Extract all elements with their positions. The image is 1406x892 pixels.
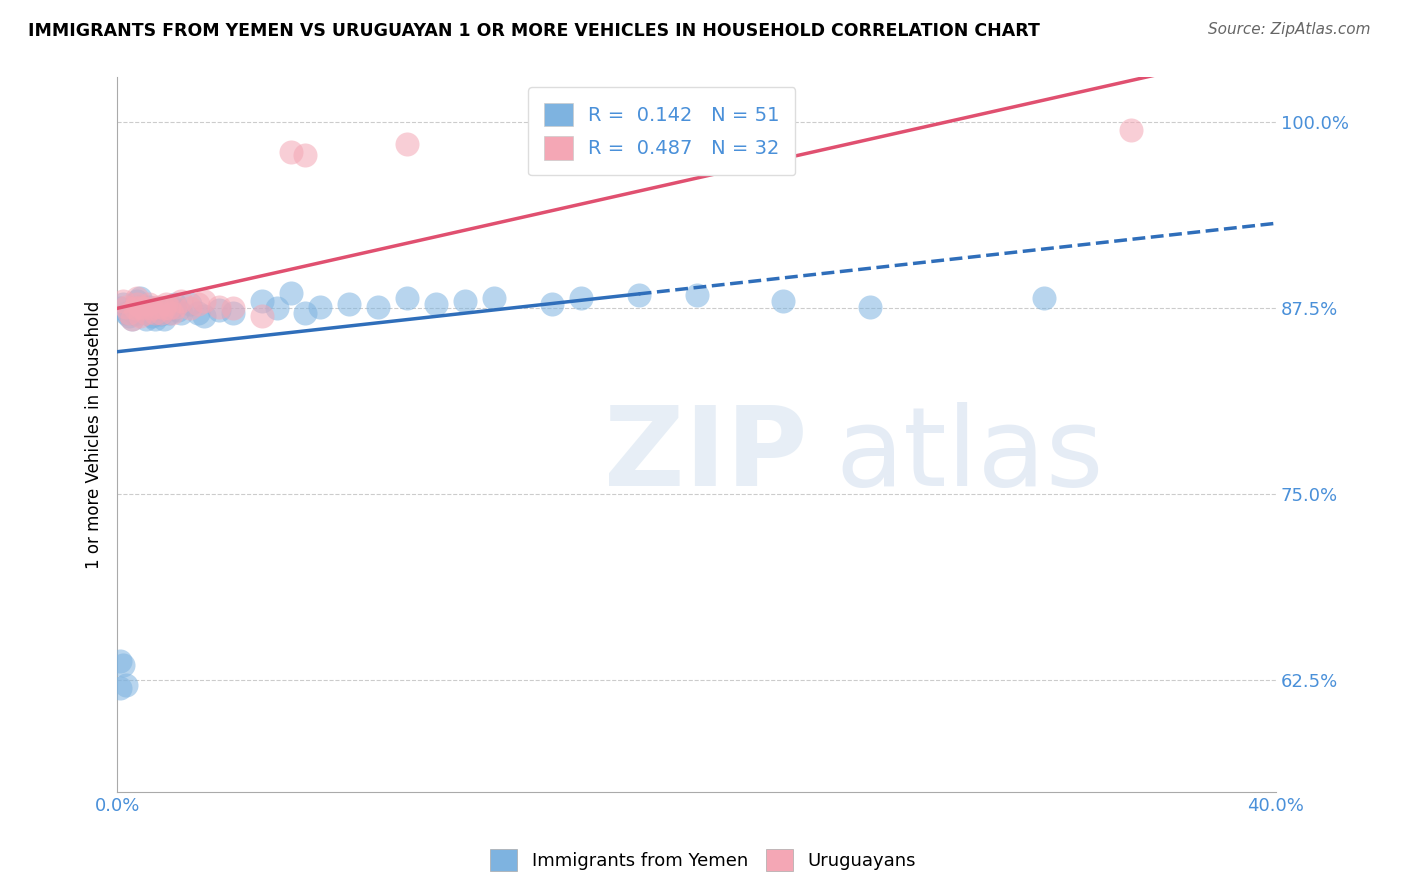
Point	[118, 309, 141, 323]
Text: Source: ZipAtlas.com: Source: ZipAtlas.com	[1208, 22, 1371, 37]
Point	[207, 302, 229, 317]
Point	[425, 296, 447, 310]
Point	[160, 300, 183, 314]
Point	[149, 305, 172, 319]
Point	[138, 300, 160, 314]
Point	[129, 300, 152, 314]
Point	[280, 145, 302, 159]
Legend: R =  0.142   N = 51, R =  0.487   N = 32: R = 0.142 N = 51, R = 0.487 N = 32	[529, 87, 796, 176]
Point	[146, 301, 169, 315]
Point	[167, 302, 190, 317]
Point	[115, 300, 138, 314]
Point	[280, 286, 302, 301]
Point	[118, 305, 141, 319]
Point	[187, 296, 209, 310]
Text: ZIP: ZIP	[603, 402, 807, 509]
Point	[152, 311, 174, 326]
Point	[132, 301, 155, 315]
Point	[121, 311, 143, 326]
Text: atlas: atlas	[835, 402, 1104, 509]
Point	[129, 300, 152, 314]
Point	[138, 296, 160, 310]
Point	[685, 287, 707, 301]
Point	[170, 305, 193, 319]
Point	[222, 305, 245, 319]
Point	[160, 305, 183, 319]
Point	[135, 311, 157, 326]
Point	[124, 307, 146, 321]
Point	[129, 309, 152, 323]
Point	[1119, 122, 1142, 136]
Point	[141, 301, 163, 315]
Point	[157, 305, 180, 319]
Point	[187, 305, 209, 319]
Y-axis label: 1 or more Vehicles in Household: 1 or more Vehicles in Household	[86, 301, 103, 569]
Point	[395, 137, 418, 152]
Point	[115, 677, 138, 691]
Point	[152, 301, 174, 315]
Point	[569, 291, 592, 305]
Point	[165, 300, 187, 314]
Point	[115, 305, 138, 319]
Point	[193, 309, 215, 323]
Point	[540, 296, 562, 310]
Point	[250, 309, 273, 323]
Point	[143, 311, 166, 326]
Point	[111, 293, 134, 308]
Point	[152, 302, 174, 317]
Point	[179, 296, 201, 310]
Point	[250, 293, 273, 308]
Point	[772, 293, 794, 308]
Point	[146, 300, 169, 314]
Point	[135, 305, 157, 319]
Point	[143, 305, 166, 319]
Point	[108, 654, 131, 668]
Point	[141, 309, 163, 323]
Point	[129, 291, 152, 305]
Point	[149, 307, 172, 321]
Point	[222, 301, 245, 315]
Point	[395, 291, 418, 305]
Point	[454, 293, 477, 308]
Point	[309, 300, 332, 314]
Point	[367, 300, 389, 314]
Point	[127, 293, 149, 308]
Point	[294, 305, 316, 319]
Point	[170, 293, 193, 308]
Point	[859, 300, 882, 314]
Point	[127, 296, 149, 310]
Point	[155, 296, 177, 310]
Point	[294, 148, 316, 162]
Point	[266, 301, 288, 315]
Point	[135, 305, 157, 319]
Point	[627, 287, 650, 301]
Point	[155, 301, 177, 315]
Point	[193, 293, 215, 308]
Point	[124, 301, 146, 315]
Point	[337, 296, 360, 310]
Point	[165, 296, 187, 310]
Legend: Immigrants from Yemen, Uruguayans: Immigrants from Yemen, Uruguayans	[482, 842, 924, 879]
Point	[111, 296, 134, 310]
Point	[207, 300, 229, 314]
Point	[143, 305, 166, 319]
Point	[121, 311, 143, 326]
Point	[108, 681, 131, 695]
Point	[132, 301, 155, 315]
Point	[111, 658, 134, 673]
Point	[127, 291, 149, 305]
Point	[108, 301, 131, 315]
Text: IMMIGRANTS FROM YEMEN VS URUGUAYAN 1 OR MORE VEHICLES IN HOUSEHOLD CORRELATION C: IMMIGRANTS FROM YEMEN VS URUGUAYAN 1 OR …	[28, 22, 1040, 40]
Point	[482, 291, 505, 305]
Point	[179, 301, 201, 315]
Point	[127, 302, 149, 317]
Point	[157, 301, 180, 315]
Point	[1033, 291, 1056, 305]
